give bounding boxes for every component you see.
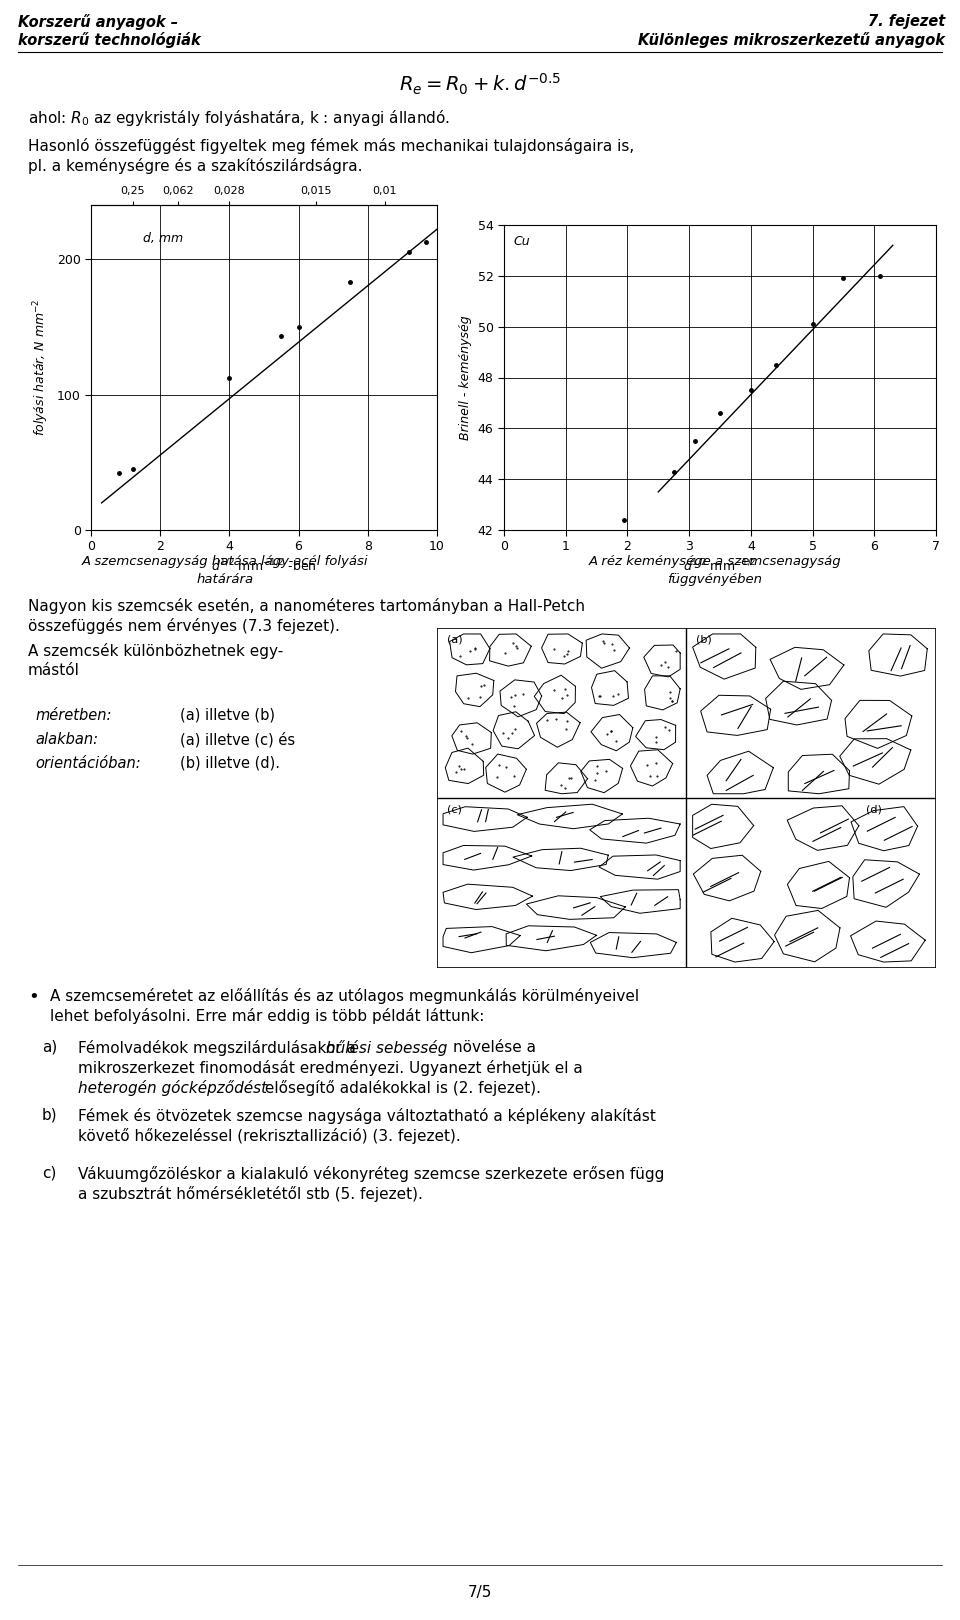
Text: mástól: mástól bbox=[28, 663, 80, 679]
Text: c): c) bbox=[42, 1166, 57, 1181]
Text: orientációban:: orientációban: bbox=[35, 757, 140, 771]
Text: d, mm: d, mm bbox=[143, 232, 183, 245]
Y-axis label: folyási határ, N mm$^{-2}$: folyási határ, N mm$^{-2}$ bbox=[32, 298, 51, 436]
Text: korszerű technológiák: korszerű technológiák bbox=[18, 32, 201, 49]
Text: hűlési sebesség: hűlési sebesség bbox=[326, 1040, 447, 1056]
Text: Különleges mikroszerkezetű anyagok: Különleges mikroszerkezetű anyagok bbox=[638, 32, 945, 49]
Text: Fémolvadékok megszilárdulásakor a: Fémolvadékok megszilárdulásakor a bbox=[78, 1040, 361, 1056]
Text: (c): (c) bbox=[446, 805, 462, 815]
Text: pl. a keménységre és a szakítószilárdságra.: pl. a keménységre és a szakítószilárdság… bbox=[28, 159, 363, 173]
Text: (a): (a) bbox=[446, 635, 463, 645]
Text: összefüggés nem érvényes (7.3 fejezet).: összefüggés nem érvényes (7.3 fejezet). bbox=[28, 617, 340, 633]
Text: A szemcseméretet az előállítás és az utólagos megmunkálás körülményeivel: A szemcseméretet az előállítás és az utó… bbox=[50, 988, 639, 1004]
Text: (a) illetve (b): (a) illetve (b) bbox=[180, 708, 275, 723]
Text: Fémek és ötvözetek szemcse nagysága változtatható a képlékeny alakítást: Fémek és ötvözetek szemcse nagysága vált… bbox=[78, 1108, 656, 1124]
Text: 7. fejezet: 7. fejezet bbox=[868, 15, 945, 29]
Text: A szemcsenagyság hatása lágy-acél folyási: A szemcsenagyság hatása lágy-acél folyás… bbox=[82, 556, 369, 569]
Text: Hasonló összefüggést figyeltek meg fémek más mechanikai tulajdonságaira is,: Hasonló összefüggést figyeltek meg fémek… bbox=[28, 138, 635, 154]
Text: függvényében: függvényében bbox=[667, 573, 762, 586]
Text: •: • bbox=[28, 988, 38, 1006]
Text: A réz keménysége a szemcsenagyság: A réz keménysége a szemcsenagyság bbox=[588, 556, 841, 569]
Text: (d): (d) bbox=[866, 805, 882, 815]
Text: (a) illetve (c) és: (a) illetve (c) és bbox=[180, 732, 295, 747]
Text: méretben:: méretben: bbox=[35, 708, 111, 723]
Text: (b) illetve (d).: (b) illetve (d). bbox=[180, 757, 280, 771]
Text: határára: határára bbox=[197, 573, 253, 586]
Text: 7/5: 7/5 bbox=[468, 1584, 492, 1601]
Text: alakban:: alakban: bbox=[35, 732, 98, 747]
Text: Korszerű anyagok –: Korszerű anyagok – bbox=[18, 15, 179, 29]
Text: A szemcsék különbözhetnek egy-: A szemcsék különbözhetnek egy- bbox=[28, 643, 283, 659]
Text: ahol: $R_0$ az egykristály folyáshatára, k : anyagi állandó.: ahol: $R_0$ az egykristály folyáshatára,… bbox=[28, 109, 450, 128]
Text: (b): (b) bbox=[696, 635, 712, 645]
Text: mikroszerkezet finomodását eredményezi. Ugyanezt érhetjük el a: mikroszerkezet finomodását eredményezi. … bbox=[78, 1059, 588, 1076]
Text: Cu: Cu bbox=[514, 235, 530, 248]
Text: követő hőkezeléssel (rekrisztallizáció) (3. fejezet).: követő hőkezeléssel (rekrisztallizáció) … bbox=[78, 1128, 461, 1144]
Text: heterogén gócképződést: heterogén gócképződést bbox=[78, 1081, 267, 1097]
Text: $R_e = R_0 + k.d^{ -0.5}$: $R_e = R_0 + k.d^{ -0.5}$ bbox=[398, 71, 562, 97]
Text: a szubsztrát hőmérsékletétől stb (5. fejezet).: a szubsztrát hőmérsékletétől stb (5. fej… bbox=[78, 1186, 422, 1202]
Text: Nagyon kis szemcsék esetén, a nanométeres tartományban a Hall-Petch: Nagyon kis szemcsék esetén, a nanométere… bbox=[28, 598, 585, 614]
X-axis label: $d^{1/2}$ mm$^{-1/2}$ -ben: $d^{1/2}$ mm$^{-1/2}$ -ben bbox=[211, 557, 317, 573]
Text: elősegítő adalékokkal is (2. fejezet).: elősegítő adalékokkal is (2. fejezet). bbox=[260, 1081, 541, 1097]
X-axis label: $d^{1/2}$ mm$^{-1/2}$: $d^{1/2}$ mm$^{-1/2}$ bbox=[684, 557, 756, 573]
Text: b): b) bbox=[42, 1108, 58, 1123]
Text: a): a) bbox=[42, 1040, 58, 1055]
Y-axis label: Brinell - keménység: Brinell - keménység bbox=[459, 316, 472, 439]
Text: Vákuumgőzöléskor a kialakuló vékonyréteg szemcse szerkezete erősen függ: Vákuumgőzöléskor a kialakuló vékonyréteg… bbox=[78, 1166, 664, 1183]
Text: lehet befolyásolni. Erre már eddig is több példát láttunk:: lehet befolyásolni. Erre már eddig is tö… bbox=[50, 1008, 485, 1024]
Text: növelése a: növelése a bbox=[453, 1040, 536, 1055]
